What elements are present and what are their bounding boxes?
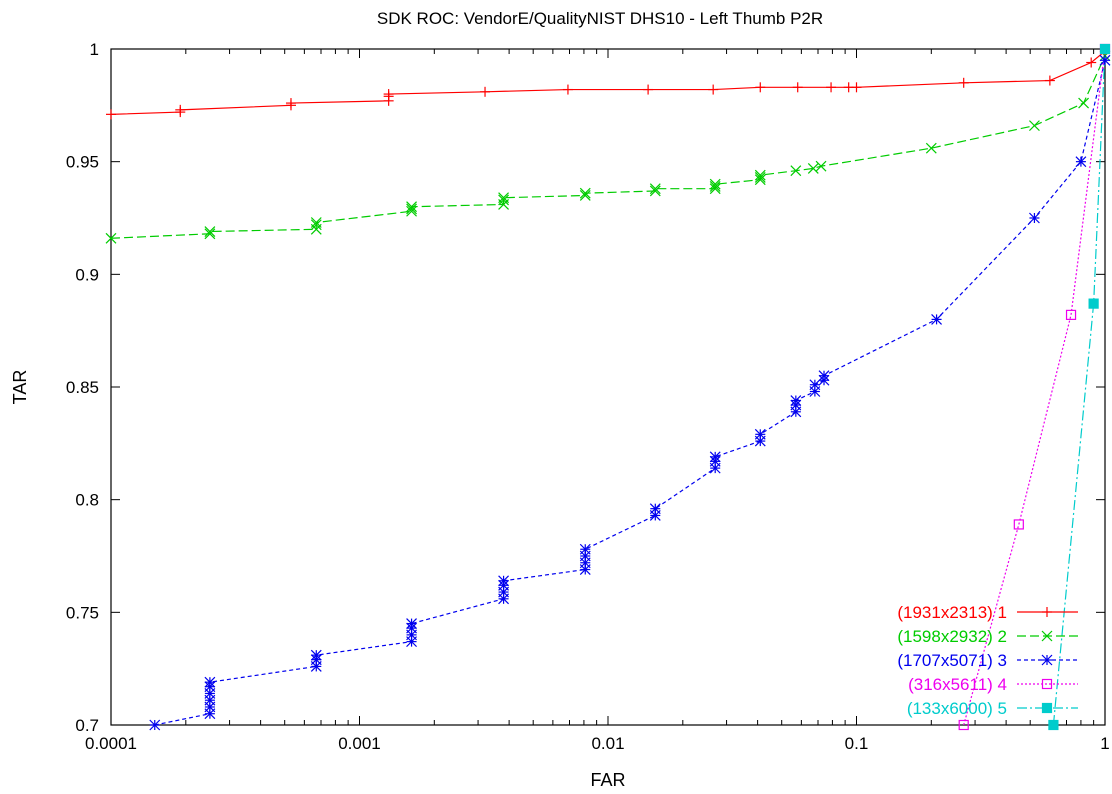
series-2-point bbox=[498, 192, 510, 204]
series-3-point bbox=[204, 676, 216, 688]
series-1-point bbox=[175, 104, 186, 115]
series-2-point bbox=[105, 232, 117, 244]
series-2-point bbox=[204, 228, 216, 240]
legend-marker-2 bbox=[1041, 630, 1053, 642]
legend: (1931x2313) 1 (1598x2932) 2 (1707x5071) 3 (… bbox=[897, 603, 1078, 718]
chart-title: SDK ROC: VendorE/QualityNIST DHS10 - Lef… bbox=[377, 9, 823, 28]
legend-marker-1 bbox=[1042, 607, 1052, 617]
series-3-point bbox=[1029, 212, 1040, 224]
series-2-point bbox=[310, 219, 322, 231]
legend-marker-3 bbox=[1041, 654, 1053, 666]
series-3-point bbox=[649, 503, 661, 515]
y-tick-label: 0.7 bbox=[75, 716, 99, 735]
series-1-point bbox=[755, 82, 766, 93]
series-3-point bbox=[809, 379, 821, 391]
series-5-point bbox=[1048, 719, 1059, 731]
series-1-point bbox=[106, 109, 116, 120]
legend-marker-4 bbox=[1041, 678, 1053, 690]
series-1-point bbox=[643, 84, 654, 95]
series-3-point bbox=[406, 618, 417, 630]
x-tick-label: 0.001 bbox=[338, 734, 381, 753]
series-2-point bbox=[406, 203, 417, 215]
series-2-point bbox=[709, 178, 721, 190]
series-5-point bbox=[1088, 298, 1099, 309]
series-3-point bbox=[1099, 54, 1111, 66]
series-1-point bbox=[383, 89, 394, 100]
x-tick-label: 0.01 bbox=[591, 734, 624, 753]
series-1-point bbox=[285, 98, 296, 109]
series-2-point bbox=[579, 187, 591, 199]
series-2-point bbox=[754, 172, 766, 183]
series-2-point bbox=[498, 194, 510, 206]
series-line-4 bbox=[963, 49, 1105, 725]
x-tick-label: 0.0001 bbox=[85, 734, 137, 753]
series-4-point bbox=[1065, 309, 1077, 320]
series-3-point bbox=[754, 428, 766, 440]
series-2-point bbox=[406, 205, 417, 217]
y-tick-label: 0.85 bbox=[66, 378, 99, 397]
series-3-point bbox=[1075, 156, 1087, 168]
series-3-point bbox=[579, 543, 591, 555]
series-2-point bbox=[1029, 120, 1040, 132]
series-2-point bbox=[649, 183, 661, 195]
legend-label-4: (316x5611) 4 bbox=[908, 675, 1007, 694]
series-1-point bbox=[851, 82, 862, 93]
series-3-point bbox=[498, 575, 510, 587]
series-4-point bbox=[958, 719, 969, 731]
series-2-point bbox=[649, 185, 661, 197]
series-1-point bbox=[1086, 57, 1097, 68]
series-3-point bbox=[709, 451, 721, 463]
legend-label-3: (1707x5071) 3 bbox=[897, 651, 1007, 670]
series-2-point bbox=[310, 217, 322, 228]
series-2-point bbox=[579, 190, 591, 201]
series-2-point bbox=[815, 160, 827, 172]
legend-label-2: (1598x2932) 2 bbox=[897, 627, 1007, 646]
y-axis-label: TAR bbox=[10, 370, 30, 405]
series-2-point bbox=[754, 174, 766, 186]
series-2-point bbox=[807, 163, 819, 174]
x-tick-label: 1 bbox=[1100, 734, 1109, 753]
series-2-point bbox=[406, 201, 417, 213]
markers-layer bbox=[105, 43, 1111, 731]
y-tick-label: 0.95 bbox=[66, 153, 99, 172]
series-3-point bbox=[931, 313, 942, 325]
series-1-point bbox=[958, 77, 969, 88]
y-tick-label: 0.75 bbox=[66, 603, 99, 622]
series-3-point bbox=[310, 649, 322, 661]
legend-label-1: (1931x2313) 1 bbox=[897, 603, 1007, 622]
series-5-point bbox=[1099, 43, 1111, 55]
series-1-point bbox=[480, 86, 491, 97]
x-tick-label: 0.1 bbox=[845, 734, 869, 753]
legend-marker-5 bbox=[1041, 702, 1053, 714]
y-tick-label: 0.9 bbox=[75, 265, 99, 284]
series-1-point bbox=[562, 84, 573, 95]
series-1-point bbox=[792, 82, 803, 93]
series-2-point bbox=[204, 226, 216, 237]
y-tick-label: 1 bbox=[90, 40, 99, 59]
series-2-point bbox=[754, 169, 766, 181]
series-1-point bbox=[1044, 75, 1055, 86]
series-3-point bbox=[790, 395, 802, 406]
series-4-point bbox=[1013, 519, 1024, 530]
y-tick-label: 0.8 bbox=[75, 491, 99, 510]
series-1-point bbox=[826, 82, 837, 93]
series-2-point bbox=[1078, 97, 1090, 109]
series-1-point bbox=[708, 84, 719, 95]
series-2-point bbox=[790, 165, 802, 177]
series-3-point bbox=[818, 370, 830, 382]
series-2-point bbox=[925, 142, 937, 154]
x-axis-label: FAR bbox=[590, 770, 625, 790]
series-3-point bbox=[149, 719, 161, 731]
series-2-point bbox=[709, 183, 721, 195]
series-2-point bbox=[709, 181, 721, 192]
axis-ticks: 0.0001 0.001 0.01 0.1 1 0.7 0.75 0.8 0.85 0.9 0.95… bbox=[66, 40, 1110, 753]
legend-label-5: (133x6000) 5 bbox=[907, 699, 1007, 718]
